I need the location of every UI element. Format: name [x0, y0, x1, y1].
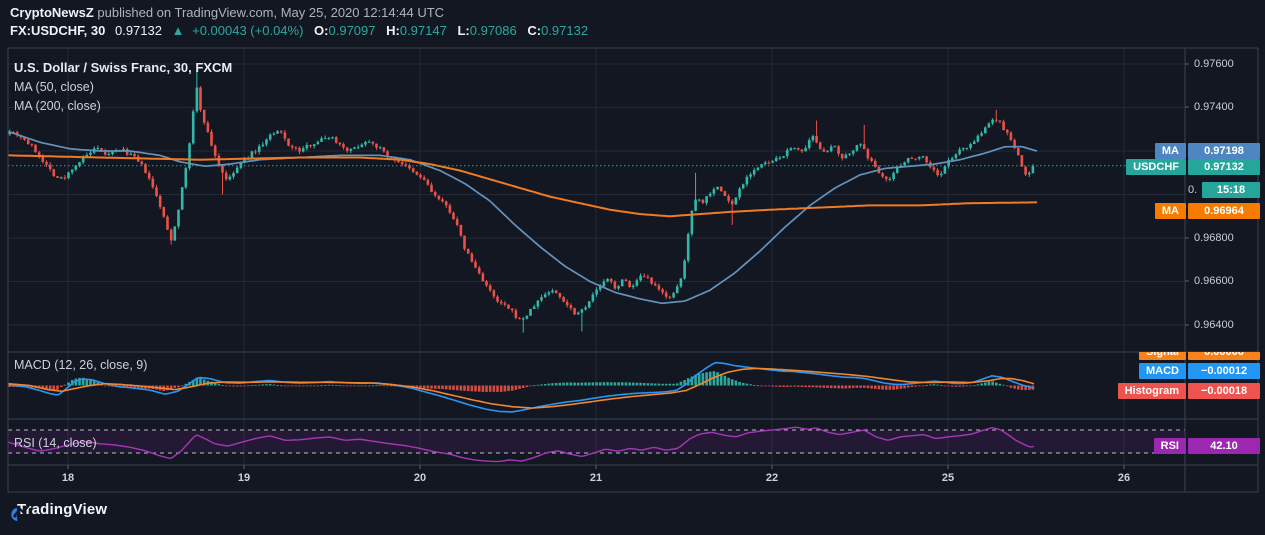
rsi-legend[interactable]: RSI (14, close) — [14, 436, 97, 450]
time-axis-label: 26 — [1117, 472, 1131, 484]
ma50-badge-label: MA — [1154, 143, 1186, 159]
ma200-badge-value: 0.96964 — [1188, 203, 1260, 219]
macd-badge-value: −0.00012 — [1188, 363, 1260, 379]
price-axis-label-clipped: 0. — [1188, 184, 1198, 196]
symbol-name[interactable]: FX:USDCHF, 30 — [10, 23, 106, 38]
price-axis-label: 0.97600 — [1194, 58, 1234, 70]
price-axis-label: 0.96800 — [1194, 232, 1234, 244]
histogram-badge: Histogram −0.00018 — [1060, 383, 1260, 399]
macd-badge-label: MACD — [1139, 363, 1186, 379]
ma200-badge: MA 0.96964 — [1060, 203, 1260, 219]
time-axis-label: 22 — [765, 472, 779, 484]
tradingview-cloud-icon — [11, 504, 30, 521]
price-axis-label: 0.96600 — [1194, 275, 1234, 287]
tradingview-wordmark: TradingView — [17, 501, 108, 518]
price-axis-label: 0.96400 — [1194, 319, 1234, 331]
time-axis-label: 21 — [589, 472, 603, 484]
time-axis-label: 18 — [61, 472, 75, 484]
macd-legend[interactable]: MACD (12, 26, close, 9) — [14, 358, 148, 372]
open-value: 0.97097 — [328, 23, 376, 38]
low-value: 0.97086 — [469, 23, 517, 38]
low-label: L: — [457, 23, 470, 38]
high-label: H: — [386, 23, 400, 38]
countdown-badge-value: 15:18 — [1202, 182, 1260, 198]
ma50-badge-value: 0.97198 — [1188, 143, 1260, 159]
signal-badge: Signal 0.00006 — [1060, 352, 1260, 360]
byline: CryptoNewsZ published on TradingView.com… — [10, 5, 444, 20]
signal-badge-value: 0.00006 — [1188, 352, 1260, 360]
author: CryptoNewsZ — [10, 5, 94, 20]
macd-badge: MACD −0.00012 — [1060, 363, 1260, 379]
up-arrow-icon: ▲ — [171, 23, 185, 38]
last-price-badge-value: 0.97132 — [1188, 159, 1260, 175]
open-label: O: — [314, 23, 329, 38]
histogram-badge-label: Histogram — [1117, 383, 1186, 399]
rsi-badge: RSI 42.10 — [1060, 438, 1260, 454]
last-price-badge: USDCHF 0.97132 — [1060, 159, 1260, 175]
signal-badge-label: Signal — [1138, 352, 1186, 360]
legend-ma50[interactable]: MA (50, close) — [14, 80, 94, 94]
high-value: 0.97147 — [399, 23, 447, 38]
legend-symbol-title[interactable]: U.S. Dollar / Swiss Franc, 30, FXCM — [14, 60, 233, 75]
byline-text: published on TradingView.com, May 25, 20… — [93, 5, 445, 20]
time-axis-label: 25 — [941, 472, 955, 484]
histogram-badge-value: −0.00018 — [1188, 383, 1260, 399]
last-price-badge-label: USDCHF — [1126, 159, 1186, 175]
symbol-info-bar: FX:USDCHF, 30 0.97132 ▲ +0.00043 (+0.04%… — [10, 23, 588, 38]
last-price: 0.97132 — [114, 23, 162, 38]
countdown-badge: 15:18 — [1200, 182, 1260, 198]
close-label: C: — [527, 23, 542, 38]
rsi-badge-label: RSI — [1153, 438, 1186, 454]
time-axis-label: 19 — [237, 472, 251, 484]
time-axis-label: 20 — [413, 472, 427, 484]
legend-ma200[interactable]: MA (200, close) — [14, 99, 101, 113]
ma200-badge-label: MA — [1154, 203, 1186, 219]
price-axis-label: 0.97400 — [1194, 101, 1234, 113]
ma50-badge: MA 0.97198 — [1060, 143, 1260, 159]
close-value: 0.97132 — [541, 23, 589, 38]
chart-legend: U.S. Dollar / Swiss Franc, 30, FXCM MA (… — [14, 60, 232, 118]
price-change: +0.00043 (+0.04%) — [192, 23, 304, 38]
rsi-badge-value: 42.10 — [1188, 438, 1260, 454]
tradingview-logo[interactable]: TradingView — [10, 501, 108, 521]
